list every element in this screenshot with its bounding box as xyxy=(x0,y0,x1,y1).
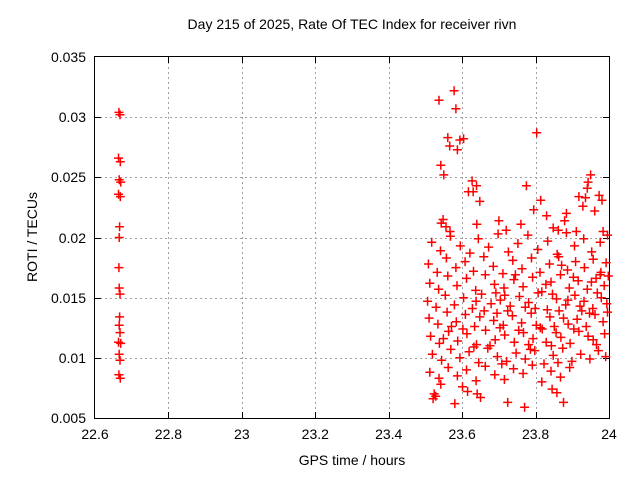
x-tick-label: 22.6 xyxy=(81,426,109,442)
x-tick-label: 23.6 xyxy=(448,426,476,442)
y-tick-label: 0.03 xyxy=(58,109,86,126)
y-tick-label: 0.025 xyxy=(50,169,86,186)
x-tick-label: 23.8 xyxy=(521,426,550,442)
y-tick-label: 0.035 xyxy=(50,49,86,65)
y-tick-label: 0.02 xyxy=(58,229,86,246)
y-tick-label: 0.005 xyxy=(50,410,86,426)
x-axis-label: GPS time / hours xyxy=(298,452,406,468)
x-tick-label: 23.2 xyxy=(301,426,329,442)
plot-canvas xyxy=(95,57,613,418)
plot-area xyxy=(94,56,610,419)
x-tick-label: 22.8 xyxy=(154,426,183,442)
chart-title: Day 215 of 2025, Rate Of TEC Index for r… xyxy=(187,16,517,32)
x-tick-label: 23.4 xyxy=(375,426,403,442)
x-tick-label: 24 xyxy=(601,426,617,442)
y-tick-label: 0.01 xyxy=(58,349,86,366)
y-tick-label: 0.015 xyxy=(50,289,86,306)
x-tick-label: 23 xyxy=(234,426,250,442)
scatter-points xyxy=(114,86,613,412)
